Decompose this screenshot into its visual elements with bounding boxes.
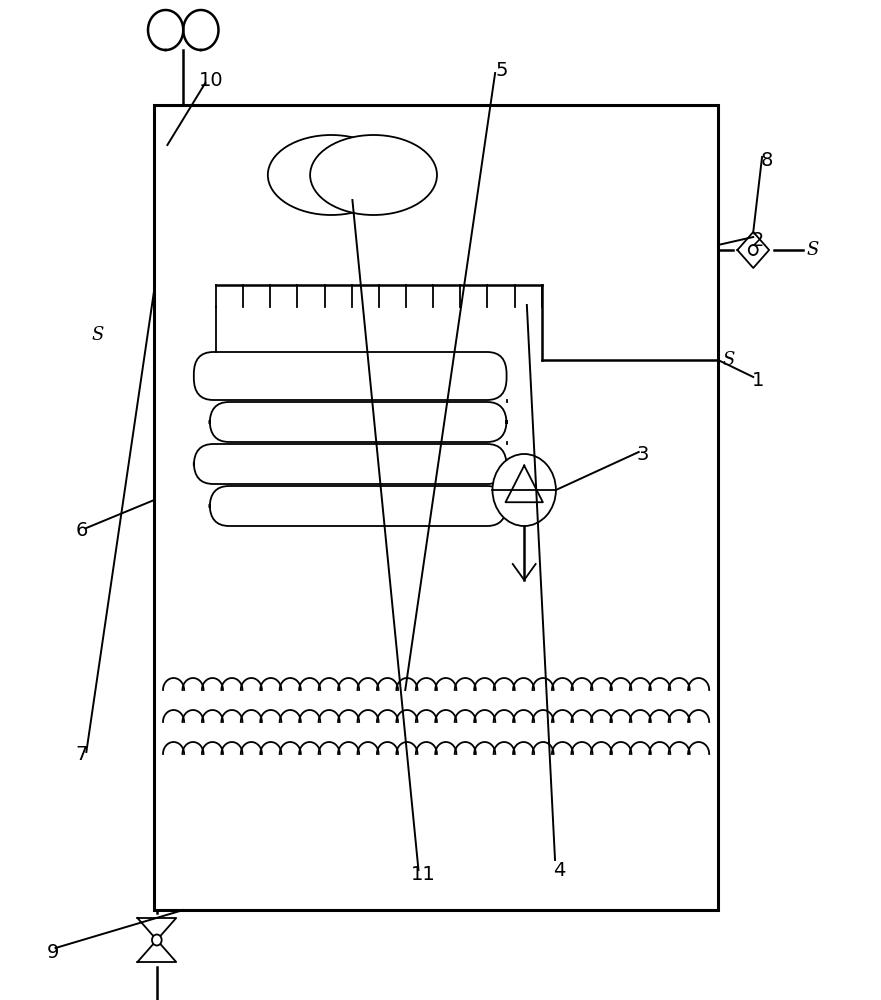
Text: S: S — [806, 241, 818, 259]
Text: 1: 1 — [751, 370, 764, 389]
Ellipse shape — [268, 135, 395, 215]
Text: 3: 3 — [637, 446, 649, 464]
Ellipse shape — [310, 135, 437, 215]
Text: 2: 2 — [751, 231, 764, 249]
Text: 4: 4 — [553, 860, 566, 880]
Text: 11: 11 — [411, 865, 435, 884]
Polygon shape — [737, 232, 769, 268]
Text: 7: 7 — [76, 746, 88, 764]
Polygon shape — [137, 940, 176, 962]
Text: 5: 5 — [496, 60, 508, 80]
Text: 9: 9 — [47, 942, 59, 962]
Circle shape — [492, 454, 556, 526]
Text: 8: 8 — [760, 150, 773, 169]
Circle shape — [152, 934, 161, 946]
Text: 6: 6 — [76, 520, 88, 540]
Text: S: S — [92, 326, 104, 344]
Text: 10: 10 — [199, 70, 224, 90]
Circle shape — [749, 245, 758, 255]
Bar — [154, 105, 718, 910]
Text: S: S — [722, 351, 735, 369]
Polygon shape — [137, 918, 176, 940]
